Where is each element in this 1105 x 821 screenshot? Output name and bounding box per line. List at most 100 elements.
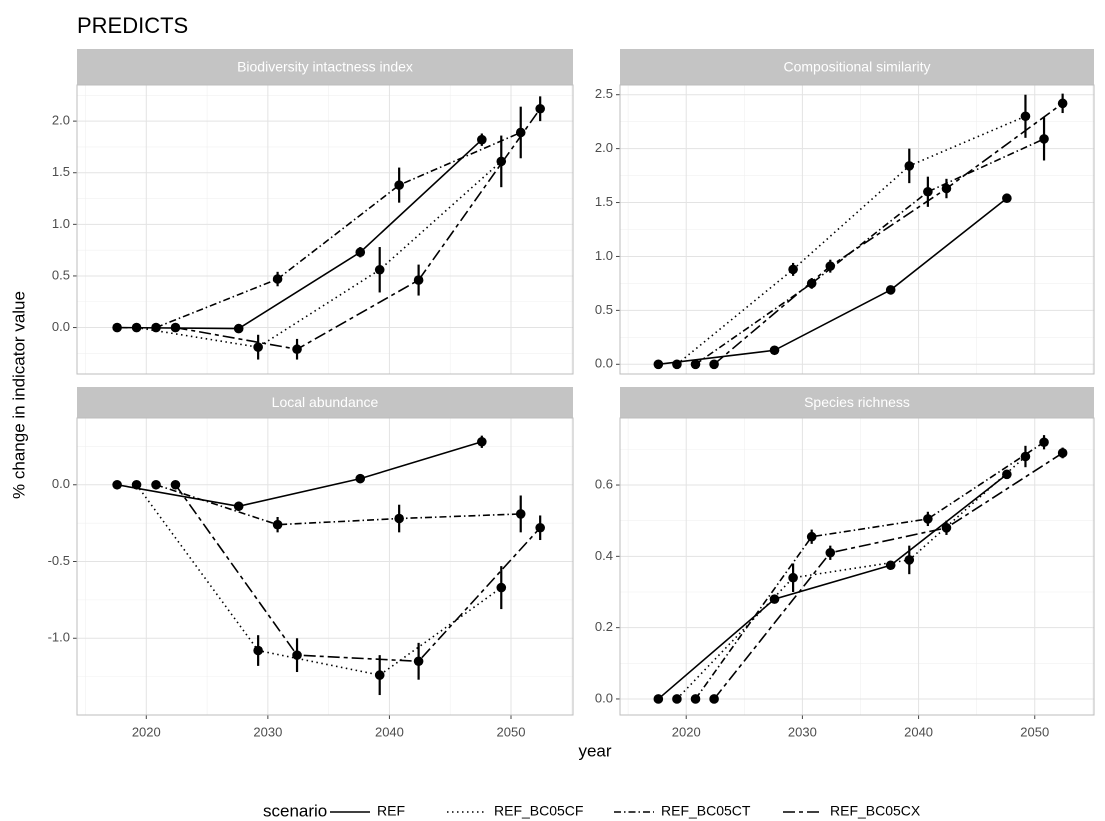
- chart-title: PREDICTS: [77, 13, 188, 38]
- x-tick-label: 2030: [788, 724, 817, 739]
- y-tick-label: 2.0: [52, 113, 70, 128]
- point: [170, 479, 181, 490]
- point: [904, 161, 915, 171]
- point: [788, 264, 798, 275]
- x-tick-label: 2050: [1020, 724, 1049, 739]
- point: [394, 513, 404, 524]
- y-tick-label: 1.0: [595, 248, 613, 263]
- panel-title: Biodiversity intactness index: [237, 59, 413, 75]
- series-line: [135, 484, 502, 676]
- strip: [620, 49, 1094, 85]
- point: [885, 285, 896, 295]
- point: [170, 322, 181, 333]
- series-line: [658, 197, 1008, 366]
- panel-title: Compositional similarity: [783, 59, 930, 75]
- y-tick-label: -1.0: [48, 630, 70, 645]
- series-line: [116, 441, 483, 508]
- point: [1002, 193, 1012, 204]
- point: [253, 645, 263, 656]
- point: [233, 501, 244, 512]
- point: [769, 345, 780, 356]
- series-line: [713, 102, 1064, 365]
- legend-label: REF_BC05CF: [494, 803, 583, 819]
- point: [653, 359, 664, 370]
- point: [535, 103, 545, 114]
- legend-label: REF_BC05CT: [661, 803, 751, 819]
- panel-border: [619, 84, 1095, 375]
- x-tick-label: 2050: [497, 724, 526, 739]
- point: [923, 186, 933, 197]
- strip: [77, 387, 573, 418]
- y-tick-label: 2.0: [595, 140, 613, 155]
- panel-title: Local abundance: [272, 394, 379, 410]
- point: [413, 656, 424, 667]
- legend-title: scenario: [263, 801, 327, 820]
- point: [1002, 469, 1012, 480]
- point: [515, 509, 526, 519]
- y-tick-label: 0.2: [595, 619, 613, 634]
- point: [151, 322, 161, 333]
- x-tick-label: 2040: [375, 724, 404, 739]
- x-tick-label: 2020: [132, 724, 161, 739]
- point: [272, 274, 283, 284]
- point: [825, 547, 836, 558]
- point: [690, 359, 701, 370]
- series-line: [155, 484, 521, 526]
- point: [151, 479, 161, 490]
- point: [709, 694, 719, 704]
- y-tick-label: 0.0: [52, 476, 70, 491]
- point: [1020, 111, 1031, 122]
- point: [233, 323, 244, 334]
- point: [253, 342, 263, 352]
- point: [413, 275, 424, 285]
- point: [806, 278, 817, 289]
- x-tick-label: 2020: [672, 724, 701, 739]
- point: [653, 694, 664, 704]
- x-tick-label: 2040: [904, 724, 933, 739]
- x-tick-label: 2030: [253, 724, 282, 739]
- point: [941, 183, 952, 194]
- point: [904, 555, 915, 565]
- panel-border: [619, 417, 1095, 716]
- point: [941, 523, 952, 533]
- y-axis-label: % change in indicator value: [9, 291, 28, 499]
- point: [923, 514, 933, 524]
- point: [672, 694, 682, 704]
- y-tick-label: 0.5: [595, 302, 613, 317]
- point: [709, 359, 719, 370]
- x-axis-label: year: [578, 741, 611, 760]
- point: [131, 322, 142, 333]
- y-tick-label: 0.0: [595, 356, 613, 371]
- series-line: [713, 452, 1064, 700]
- point: [672, 359, 682, 370]
- series-line: [676, 115, 1026, 365]
- point: [515, 127, 526, 138]
- y-tick-label: 1.5: [52, 164, 70, 179]
- point: [272, 519, 283, 530]
- legend-label: REF: [377, 803, 405, 819]
- panel-border: [76, 417, 574, 716]
- point: [112, 322, 122, 333]
- y-tick-label: -0.5: [48, 553, 70, 568]
- point: [535, 522, 545, 533]
- point: [477, 134, 487, 145]
- point: [1057, 448, 1068, 458]
- series-line: [155, 131, 522, 329]
- series-line: [136, 160, 502, 349]
- y-tick-label: 0.0: [52, 319, 70, 334]
- panel-title: Species richness: [804, 394, 910, 410]
- point: [690, 694, 701, 704]
- series-line: [175, 108, 541, 351]
- series-line: [117, 139, 483, 330]
- point: [292, 650, 302, 660]
- series-line: [676, 455, 1026, 700]
- point: [131, 479, 142, 490]
- point: [825, 261, 836, 271]
- point: [374, 264, 385, 275]
- point: [1039, 134, 1049, 144]
- panel-border: [76, 84, 574, 375]
- y-tick-label: 1.5: [595, 194, 613, 209]
- y-tick-label: 0.4: [595, 548, 613, 563]
- point: [885, 560, 896, 571]
